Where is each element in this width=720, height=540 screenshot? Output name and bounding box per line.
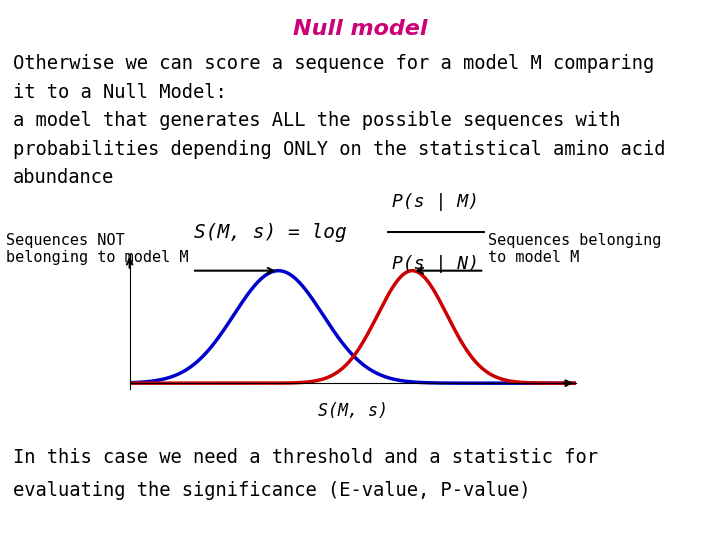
Text: Null model: Null model [293,19,427,39]
Text: S(M, s): S(M, s) [318,402,388,420]
Text: S(M, s) = log: S(M, s) = log [194,222,347,242]
Text: abundance: abundance [13,168,114,187]
Text: evaluating the significance (E-value, P-value): evaluating the significance (E-value, P-… [13,481,531,500]
Text: Sequences NOT
belonging to model M: Sequences NOT belonging to model M [6,233,188,265]
Text: Otherwise we can score a sequence for a model M comparing: Otherwise we can score a sequence for a … [13,54,654,73]
Text: Sequences belonging
to model M: Sequences belonging to model M [488,233,661,265]
Text: probabilities depending ONLY on the statistical amino acid: probabilities depending ONLY on the stat… [13,140,665,159]
Text: P(s | M): P(s | M) [392,193,480,211]
Text: In this case we need a threshold and a statistic for: In this case we need a threshold and a s… [13,448,598,467]
Text: a model that generates ALL the possible sequences with: a model that generates ALL the possible … [13,111,621,130]
Text: it to a Null Model:: it to a Null Model: [13,83,227,102]
Text: P(s | N): P(s | N) [392,255,480,273]
